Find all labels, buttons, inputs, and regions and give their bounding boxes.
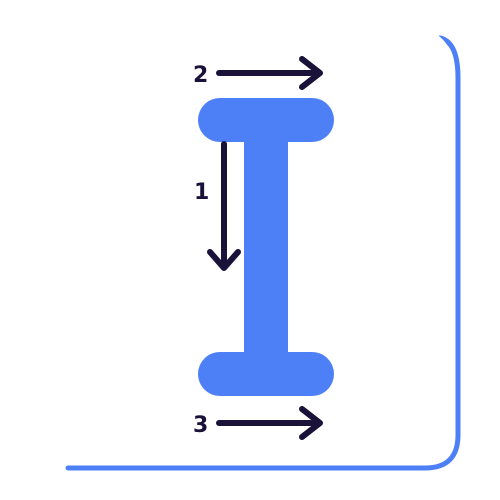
letter-i [198, 98, 334, 396]
stroke-2-arrow [216, 56, 323, 90]
stroke-2-label: 2 [193, 63, 208, 88]
card-shadow [65, 35, 461, 471]
letter-i-stem [244, 130, 288, 370]
stroke-1-label: 1 [194, 180, 209, 205]
letter-i-bottom-bar [198, 352, 334, 396]
stroke-3-arrow [216, 406, 323, 440]
letter-i-top-bar [198, 98, 334, 142]
stroke-1-arrow [207, 141, 241, 271]
stroke-3-label: 3 [193, 413, 208, 438]
